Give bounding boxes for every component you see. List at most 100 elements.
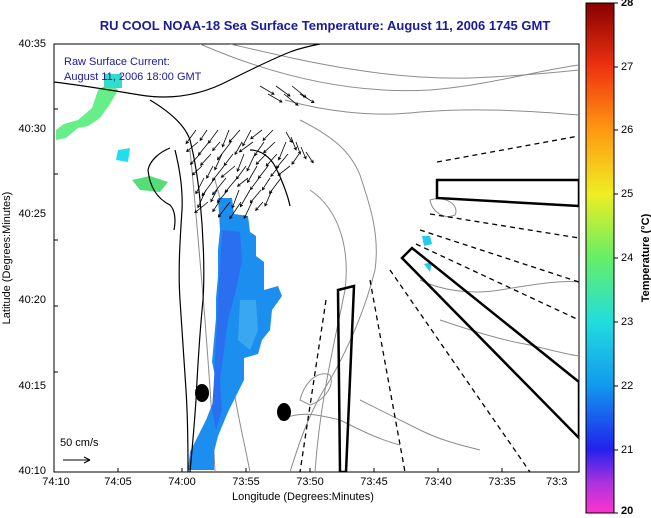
current-vector	[206, 165, 214, 179]
figure-title: RU COOL NOAA-18 Sea Surface Temperature:…	[99, 18, 551, 33]
current-vector	[264, 189, 273, 207]
scale-label: 50 cm/s	[60, 437, 99, 449]
y-tick-label: 40:20	[18, 294, 46, 306]
current-vector	[295, 141, 302, 155]
current-vector	[238, 141, 254, 153]
current-vector	[299, 93, 315, 104]
colorbar-title: Temperature (°C)	[640, 213, 651, 303]
current-vector	[221, 129, 230, 148]
current-vector	[191, 165, 203, 176]
current-vector	[210, 189, 218, 203]
colorbar-gradient	[585, 2, 615, 514]
current-vector	[291, 153, 300, 165]
current-vector	[262, 129, 274, 141]
shipping-lanes	[299, 135, 579, 472]
current-vector	[277, 141, 287, 161]
current-vector	[229, 201, 242, 220]
x-tick-label: 73:55	[232, 476, 260, 488]
colorbar-tick-label: 23	[621, 316, 634, 328]
y-tick-label: 40:25	[18, 208, 46, 220]
x-tick-label: 73:50	[296, 476, 324, 488]
x-axis-title: Longitude (Degrees:Minutes)	[232, 491, 374, 503]
current-vector	[249, 189, 262, 204]
y-axis-title: Latitude (Degrees:Minutes)	[1, 191, 13, 325]
scale-arrowhead	[83, 456, 91, 464]
current-vector	[300, 146, 307, 160]
current-vector	[228, 129, 241, 143]
current-vector	[250, 129, 263, 140]
current-vector	[200, 153, 212, 166]
current-vector	[265, 153, 278, 167]
colorbar-tick-label: 21	[621, 444, 634, 456]
y-tick-label: 40:10	[18, 465, 46, 477]
current-vector	[185, 129, 197, 145]
sst-pixels	[56, 74, 432, 470]
current-vector	[212, 141, 221, 152]
current-vector	[236, 177, 249, 187]
x-tick-label: 74:05	[104, 476, 132, 488]
y-tick-label: 40:35	[18, 38, 46, 50]
current-vector	[212, 165, 225, 182]
current-vector	[249, 177, 260, 191]
y-tick-label: 40:30	[18, 123, 46, 135]
x-tick-label: 73:45	[360, 476, 388, 488]
island-marker	[195, 384, 209, 402]
current-vector	[185, 141, 199, 153]
current-vector	[247, 165, 258, 184]
current-vector	[246, 153, 256, 172]
current-vector	[290, 136, 297, 151]
axis-ticks	[53, 43, 580, 473]
colorbar-tick-label: 20	[621, 505, 634, 517]
current-vector	[243, 201, 253, 220]
colorbar-ticks	[614, 2, 618, 514]
current-vector	[255, 201, 264, 212]
overlay-line-2: August 11, 2006 18:00 GMT	[64, 71, 202, 83]
y-tick-label: 40:15	[18, 380, 46, 392]
island-marker	[277, 403, 291, 421]
current-vector	[277, 165, 291, 176]
current-vector	[242, 129, 252, 147]
current-vector	[236, 153, 245, 173]
current-vector	[197, 141, 210, 156]
x-tick-label: 73:35	[488, 476, 516, 488]
current-vector	[259, 85, 275, 95]
current-vector	[223, 153, 234, 167]
current-vector	[216, 189, 229, 204]
colorbar-tick-label: 27	[621, 61, 634, 73]
map-frame	[53, 43, 580, 473]
x-tick-label: 73:40	[424, 476, 452, 488]
current-vector	[263, 141, 276, 154]
colorbar-tick-label: 22	[621, 380, 634, 392]
coastline	[54, 44, 321, 472]
current-vector	[217, 201, 231, 218]
current-vector	[189, 153, 201, 165]
current-vector	[212, 201, 220, 213]
current-vector	[234, 141, 243, 156]
current-vector	[214, 153, 223, 171]
current-vector	[199, 129, 208, 142]
current-vector	[275, 85, 291, 97]
current-vector	[197, 189, 207, 209]
x-tick-label: 74:00	[168, 476, 196, 488]
current-vector	[267, 93, 283, 103]
x-tick-label: 74:10	[42, 476, 70, 488]
current-vector	[283, 93, 299, 106]
colorbar-tick-label: 26	[621, 124, 634, 136]
current-vector	[212, 177, 227, 196]
current-vector	[194, 201, 209, 214]
surface-current-vectors	[185, 85, 315, 220]
colorbar-tick-label: 24	[621, 252, 634, 264]
x-tick-label: 73:3	[546, 476, 568, 488]
current-vector	[261, 177, 271, 191]
colorbar-tick-label: 25	[621, 188, 634, 200]
current-vector	[270, 165, 280, 178]
current-vector	[255, 153, 267, 165]
current-vector	[195, 177, 205, 195]
current-vector	[239, 189, 251, 208]
current-vector	[220, 165, 236, 178]
current-vector	[231, 189, 240, 209]
bathymetry-contours	[189, 44, 579, 472]
colorbar-tick-label: 28	[621, 0, 634, 9]
